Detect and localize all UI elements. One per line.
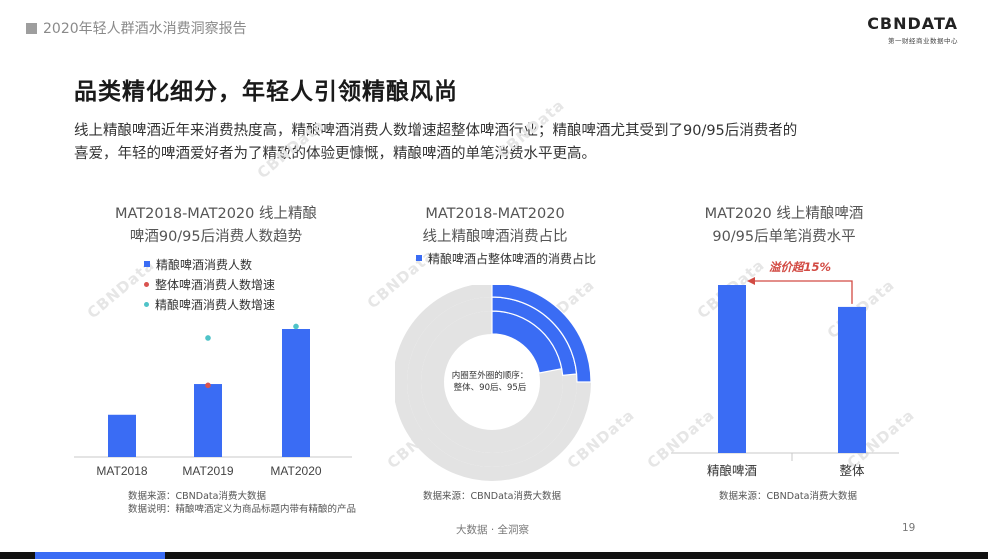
chart3-title-line-1: MAT2020 线上精酿啤酒 [704,206,864,222]
chart1-legend-label-1: 精酿啤酒消费人数 [156,257,253,272]
intro-text: 线上精酿啤酒近年来消费热度高，精酿啤酒消费人数增速超整体啤酒行业；精酿啤酒尤其受… [74,120,934,166]
chart3-bar [718,285,746,453]
chart1-note-text: 数据说明：精酿啤酒定义为商品标题内带有精酿的产品 [128,504,357,515]
intro-line-2: 喜爱，年轻的啤酒爱好者为了精致的体验更慷慨，精酿啤酒的单笔消费水平更高。 [74,146,596,162]
title-square-icon [26,22,37,34]
chart3-source: 数据来源：CBNData消费大数据 [719,491,857,502]
legend-dot-red [144,281,149,287]
chart1-legend-item-bar: 精酿啤酒消费人数 [144,254,275,274]
chart2-title-line-1: MAT2018-MAT2020 [425,206,565,222]
chart2-title: MAT2018-MAT2020 线上精酿啤酒消费占比 [370,203,620,249]
chart1-point-teal [205,335,211,341]
legend-dot-teal [144,301,149,307]
cbndata-logo: CBNDATA 第一财经商业数据中心 [867,14,958,45]
chart1-source: 数据来源：CBNData消费大数据 数据说明：精酿啤酒定义为商品标题内带有精酿的… [128,490,356,516]
chart1-x-tick-label: MAT2019 [182,464,233,478]
chart1-bar-mat2020 [282,329,310,457]
report-title: 2020年轻人群酒水消费洞察报告 [26,18,247,38]
chart1-point-red [205,382,211,389]
chart2-center-text: 内圈至外圈的顺序： [452,370,529,381]
chart3-annotation: 溢价超15% [769,260,831,274]
chart1-source-text: 数据来源：CBNData消费大数据 [128,491,266,502]
chart3-x-tick-label: 整体 [839,463,865,478]
chart2-legend: 精酿啤酒占整体啤酒的消费占比 [416,248,596,268]
page-title: 品类精化细分，年轻人引领精酿风尚 [74,79,458,105]
chart2-ring-slice [491,285,592,383]
bottom-bar [0,552,988,559]
chart2-donut-chart: 内圈至外圈的顺序：整体、90后、95后 [395,285,592,481]
chart1-point-teal [293,323,299,330]
chart3-title: MAT2020 线上精酿啤酒 90/95后单笔消费水平 [664,203,904,249]
chart3-bar-chart: 精酿啤酒 整体 溢价超15% [671,260,899,478]
chart3-bar [838,306,866,453]
chart1-title-line-1: MAT2018-MAT2020 线上精酿 [115,206,317,222]
bottom-bar-accent [35,552,165,559]
legend-swatch-blue [144,261,150,267]
chart1-legend-item-red: 整体啤酒消费人数增速 [144,274,275,294]
chart1-legend-label-2: 整体啤酒消费人数增速 [155,277,276,292]
intro-line-1: 线上精酿啤酒近年来消费热度高，精酿啤酒消费人数增速超整体啤酒行业；精酿啤酒尤其受… [74,123,798,139]
chart3-arrow-head [747,277,755,285]
chart1-legend-item-teal: 精酿啤酒消费人数增速 [144,294,275,314]
chart1-bar-chart: MAT2018 MAT2019 MAT2020 [74,323,352,478]
footer-slogan: 大数据 · 全洞察 [456,524,530,536]
chart1-bar-mat2019 [194,384,222,457]
legend-swatch-blue [416,255,422,261]
page-number: 19 [902,522,916,534]
chart3-arrow-line [754,280,853,304]
chart2-title-line-2: 线上精酿啤酒消费占比 [422,229,568,245]
chart3-title-line-2: 90/95后单笔消费水平 [712,229,856,245]
logo-brand: CBNDATA [867,14,958,33]
chart1-bar-mat2018 [108,414,136,457]
chart1-x-tick-label: MAT2018 [96,464,147,478]
report-title-text: 2020年轻人群酒水消费洞察报告 [43,21,247,37]
chart2-center-text: 整体、90后、95后 [454,382,527,393]
chart1-title: MAT2018-MAT2020 线上精酿 啤酒90/95后消费人数趋势 [76,203,356,249]
chart1-legend: 精酿啤酒消费人数 整体啤酒消费人数增速 精酿啤酒消费人数增速 [144,254,275,314]
chart2-source: 数据来源：CBNData消费大数据 [423,491,561,502]
chart3-x-tick-label: 精酿啤酒 [707,463,757,478]
chart1-x-tick-label: MAT2020 [270,464,321,478]
logo-tagline: 第一财经商业数据中心 [888,37,958,45]
chart1-legend-label-3: 精酿啤酒消费人数增速 [155,297,276,312]
chart1-title-line-2: 啤酒90/95后消费人数趋势 [129,229,303,245]
chart2-legend-label: 精酿啤酒占整体啤酒的消费占比 [428,251,597,266]
